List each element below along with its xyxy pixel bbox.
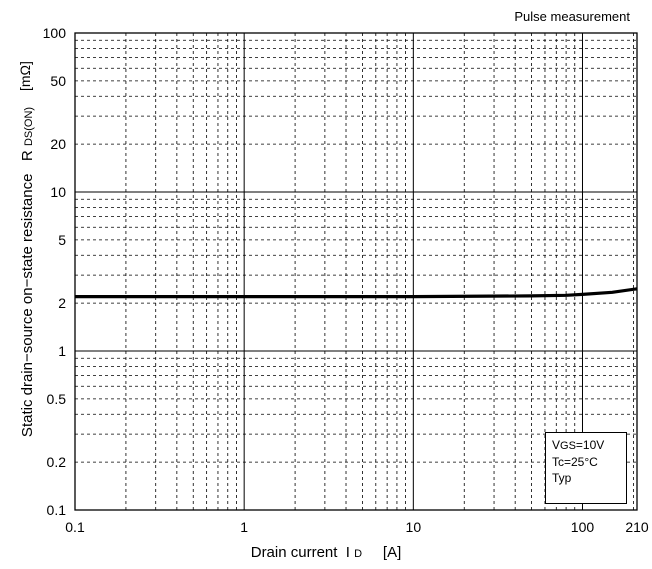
y-tick-label: 1 [58,343,66,359]
grid-lines [75,33,637,510]
y-axis-unit: [mΩ] [17,61,33,91]
vgs-condition: VGS=10V [552,438,605,452]
x-tick-label: 0.1 [65,519,85,535]
x-axis-title: Drain current I D [A] [0,544,652,561]
x-axis-symbol: I [345,544,350,561]
series-group [75,287,638,299]
conditions-box: VGS=10V Tc=25°C Typ [545,432,627,504]
y-tick-label: 0.5 [47,391,67,407]
x-tick-label: 10 [406,519,422,535]
x-axis-label: Drain current [250,544,338,561]
y-axis-symbol: R [19,150,36,162]
y-tick-label: 0.1 [47,502,67,518]
y-axis-label: Static drain−source on−state resistance [19,173,36,438]
y-tick-label: 10 [50,184,66,200]
plot-frame [74,32,638,511]
x-axis-subscript: D [354,548,363,560]
x-tick-label: 210 [625,519,649,535]
y-axis-subscript: DS(ON) [23,106,35,147]
tick-labels: 0.1 1 10 100 210 0.1 0.2 0.5 1 2 5 10 20 50 100 [43,25,649,535]
y-tick-label: 20 [50,136,66,152]
x-tick-label: 100 [571,519,595,535]
pulse-measurement-note: Pulse measurement [514,9,630,24]
y-tick-label: 100 [43,25,67,41]
rds-on-curve [75,287,638,299]
y-tick-label: 0.2 [47,454,67,470]
x-axis-unit: [A] [382,544,402,561]
typ-condition: Typ [552,471,572,485]
y-tick-label: 50 [50,73,66,89]
tc-condition: Tc=25°C [552,455,598,469]
x-tick-label: 1 [240,519,248,535]
y-tick-label: 2 [58,295,66,311]
y-tick-label: 5 [58,232,66,248]
